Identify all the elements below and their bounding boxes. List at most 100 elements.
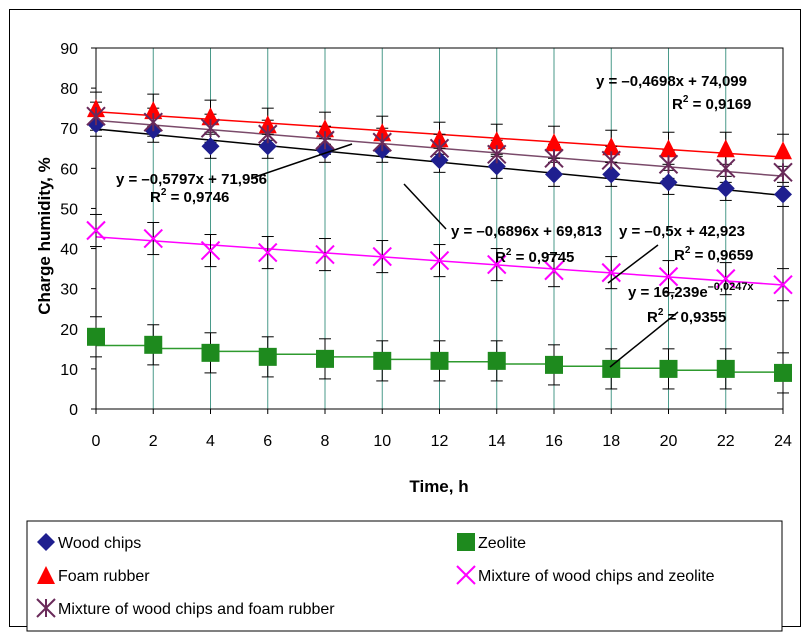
data-point-square (659, 359, 678, 378)
data-point-x (544, 260, 564, 281)
y-tick-label: 0 (69, 402, 78, 419)
data-point-x (716, 268, 736, 289)
data-point-x (315, 244, 335, 265)
y-tick-label: 10 (60, 362, 78, 379)
equation-text: y = –0,4698x + 74,099 (596, 73, 747, 90)
data-point-square (545, 355, 563, 374)
legend-label: Mixture of wood chips and foam rubber (58, 601, 335, 618)
data-point-diamond (774, 185, 792, 204)
x-tick-label: 14 (488, 433, 506, 450)
data-point-star (487, 144, 507, 165)
legend-item: Foam rubber (37, 566, 150, 585)
data-point-square (774, 363, 792, 382)
x-tick-label: 2 (149, 433, 158, 450)
trend-equation: y = –0,4698x + 74,099 R2 = 0,9169 (596, 73, 751, 113)
data-point-square (144, 335, 163, 354)
r-squared-text: R2 = 0,9745 (495, 247, 574, 266)
data-point-x (487, 254, 507, 275)
data-point-diamond (201, 137, 220, 156)
data-point-square (316, 349, 334, 368)
data-point-square (373, 351, 392, 370)
data-point-star (86, 106, 106, 126)
legend-label: Foam rubber (58, 568, 150, 585)
data-point-x (456, 565, 476, 585)
x-axis-title: Time, h (409, 477, 468, 496)
x-tick-label: 10 (373, 433, 391, 450)
annotation-leader (607, 244, 659, 284)
data-point-star (658, 154, 679, 175)
data-point-star (544, 148, 564, 169)
annotation-leader (251, 143, 353, 179)
data-point-star (143, 112, 163, 132)
data-point-star (36, 598, 56, 618)
data-point-star (315, 130, 335, 150)
data-point-square (716, 359, 735, 378)
legend-label: Wood chips (58, 535, 141, 552)
data-point-diamond (258, 137, 277, 156)
x-tick-label: 24 (774, 433, 792, 450)
data-point-square (258, 347, 277, 366)
data-point-square (87, 327, 105, 346)
data-point-x (372, 246, 392, 267)
y-tick-label: 20 (60, 322, 78, 339)
data-point-star (601, 150, 621, 171)
legend-box (26, 520, 783, 632)
annotation-leader (403, 183, 447, 230)
legend-item: Mixture of wood chips and foam rubber (36, 598, 335, 618)
r-squared-text: R2 = 0,9659 (674, 245, 753, 264)
legend-item: Mixture of wood chips and zeolite (456, 565, 715, 585)
r-squared-text: R2 = 0,9355 (647, 307, 726, 326)
data-point-x (143, 228, 163, 249)
data-point-triangle (659, 139, 678, 158)
x-tick-label: 6 (263, 433, 272, 450)
equation-text: y = 16,239e–0,0247x (628, 281, 754, 301)
equation-exponent: –0,0247x (708, 281, 755, 293)
data-point-x (601, 262, 621, 283)
data-point-x (658, 266, 679, 287)
r-squared-text: R2 = 0,9746 (150, 187, 229, 206)
data-point-x (200, 240, 221, 261)
legend: Wood chips Zeolite Foam rubber Mixture of w… (36, 533, 715, 618)
data-point-x (258, 242, 278, 263)
y-tick-label: 70 (60, 121, 78, 138)
data-markers (86, 99, 793, 382)
x-tick-label: 22 (717, 433, 735, 450)
legend-label: Zeolite (478, 535, 526, 552)
data-point-star (429, 138, 450, 158)
data-point-triangle (774, 141, 792, 160)
y-axis-title: Charge humidity, % (35, 157, 54, 314)
equation-text: y = –0,6896x + 69,813 (451, 223, 602, 240)
y-tick-label: 50 (60, 201, 78, 218)
data-point-diamond (430, 151, 449, 170)
data-point-star (258, 124, 278, 144)
data-point-triangle (545, 133, 563, 152)
x-tick-label: 20 (660, 433, 678, 450)
legend-label: Mixture of wood chips and zeolite (478, 568, 715, 585)
data-point-square (457, 533, 475, 551)
x-tick-label: 4 (206, 433, 215, 450)
x-tick-label: 16 (545, 433, 563, 450)
equation-text: y = –0,5797x + 71,956 (116, 171, 267, 188)
x-tick-label: 0 (92, 433, 101, 450)
x-tick-label: 8 (321, 433, 330, 450)
data-point-square (487, 351, 506, 370)
data-point-triangle (201, 107, 220, 126)
data-point-star (716, 158, 736, 179)
trend-equation: y = –0,5x + 42,923 R2 = 0,9659 (607, 223, 753, 284)
data-point-square (602, 359, 621, 378)
y-tick-label: 40 (60, 242, 78, 259)
data-point-x (429, 250, 450, 271)
data-point-x (773, 274, 793, 295)
data-point-star (200, 118, 221, 138)
x-tick-label: 12 (431, 433, 449, 450)
y-tick-label: 30 (60, 282, 78, 299)
data-point-diamond (716, 179, 735, 198)
x-tick-label: 18 (602, 433, 620, 450)
data-point-x (86, 220, 106, 241)
data-point-square (201, 343, 220, 362)
data-point-triangle (487, 131, 506, 150)
data-point-square (430, 351, 449, 370)
data-point-diamond (37, 533, 55, 551)
